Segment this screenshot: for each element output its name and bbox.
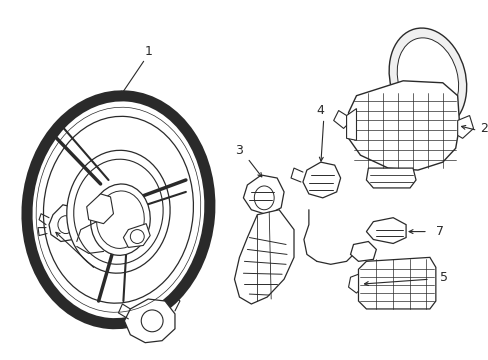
Ellipse shape bbox=[58, 216, 74, 234]
Text: 5: 5 bbox=[439, 271, 447, 284]
Polygon shape bbox=[348, 81, 459, 170]
Polygon shape bbox=[49, 205, 81, 242]
Text: 4: 4 bbox=[316, 104, 324, 117]
Ellipse shape bbox=[41, 114, 195, 305]
Ellipse shape bbox=[67, 150, 170, 273]
Polygon shape bbox=[123, 224, 150, 247]
Polygon shape bbox=[302, 162, 340, 198]
Ellipse shape bbox=[388, 28, 466, 130]
Text: 7: 7 bbox=[435, 225, 443, 238]
Ellipse shape bbox=[396, 38, 458, 120]
Ellipse shape bbox=[90, 184, 150, 255]
Polygon shape bbox=[234, 210, 293, 304]
Ellipse shape bbox=[96, 191, 144, 248]
Ellipse shape bbox=[130, 230, 144, 243]
Polygon shape bbox=[350, 242, 376, 261]
Polygon shape bbox=[348, 274, 358, 293]
Ellipse shape bbox=[141, 310, 163, 332]
Text: 6: 6 bbox=[55, 283, 63, 296]
Ellipse shape bbox=[27, 96, 209, 324]
Text: 3: 3 bbox=[235, 144, 243, 157]
Text: 1: 1 bbox=[144, 45, 152, 58]
Polygon shape bbox=[366, 218, 405, 243]
Ellipse shape bbox=[74, 159, 163, 264]
Polygon shape bbox=[86, 194, 113, 224]
Polygon shape bbox=[124, 299, 175, 343]
Text: 2: 2 bbox=[480, 122, 488, 135]
Polygon shape bbox=[366, 168, 415, 188]
Polygon shape bbox=[457, 116, 472, 138]
Polygon shape bbox=[243, 175, 284, 215]
Polygon shape bbox=[346, 109, 356, 140]
Polygon shape bbox=[358, 257, 435, 309]
